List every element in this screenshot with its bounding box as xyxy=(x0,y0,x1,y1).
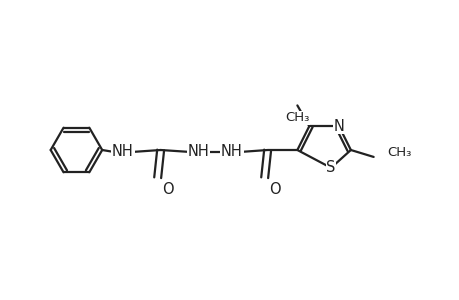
Text: O: O xyxy=(161,182,173,197)
Text: NH: NH xyxy=(221,145,242,160)
Text: S: S xyxy=(325,160,335,175)
Text: CH₃: CH₃ xyxy=(285,111,309,124)
Text: CH₃: CH₃ xyxy=(386,146,411,160)
Text: NH: NH xyxy=(112,145,134,160)
Text: N: N xyxy=(333,119,344,134)
Text: O: O xyxy=(268,182,280,197)
Text: NH: NH xyxy=(187,145,209,160)
